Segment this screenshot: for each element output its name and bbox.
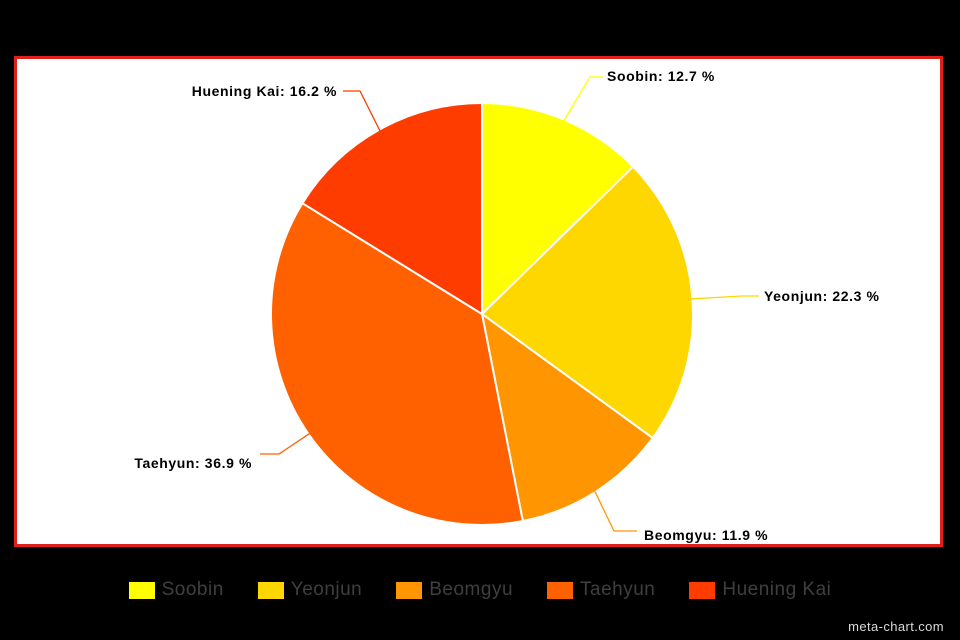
legend-item-soobin[interactable]: Soobin — [128, 579, 224, 601]
slice-label-huening-kai: Huening Kai: 16.2 % — [192, 83, 337, 99]
watermark: meta-chart.com — [848, 619, 944, 634]
pie-labels: Soobin: 12.7 % Yeonjun: 22.3 % Beomgyu: 11… — [134, 68, 879, 543]
legend-swatch-taehyun — [547, 581, 574, 599]
slice-label-beomgyu: Beomgyu: 11.9 % — [644, 527, 768, 543]
legend-swatch-yeonjun — [257, 581, 284, 599]
legend: Soobin Yeonjun Beomgyu Taehyun Huening K… — [0, 574, 960, 606]
pie-chart: Soobin: 12.7 % Yeonjun: 22.3 % Beomgyu: 11… — [134, 68, 879, 543]
chart-frame: Soobin: 12.7 % Yeonjun: 22.3 % Beomgyu: 11… — [14, 56, 943, 547]
leader-line-yeonjun — [688, 295, 759, 300]
leader-line-taehyun — [260, 431, 313, 455]
legend-item-beomgyu[interactable]: Beomgyu — [396, 579, 513, 601]
legend-swatch-huening-kai — [689, 581, 716, 599]
legend-item-taehyun[interactable]: Taehyun — [547, 579, 655, 601]
leader-line-huening-kai — [343, 90, 382, 134]
slice-label-taehyun: Taehyun: 36.9 % — [134, 455, 252, 471]
legend-swatch-soobin — [128, 581, 155, 599]
leader-line-soobin — [561, 76, 603, 124]
legend-label-huening-kai: Huening Kai — [722, 579, 832, 600]
legend-label-taehyun: Taehyun — [580, 579, 656, 600]
slice-label-yeonjun: Yeonjun: 22.3 % — [764, 288, 880, 304]
legend-label-soobin: Soobin — [161, 579, 224, 600]
slice-label-soobin: Soobin: 12.7 % — [607, 68, 715, 84]
legend-item-yeonjun[interactable]: Yeonjun — [257, 579, 363, 601]
legend-item-huening-kai[interactable]: Huening Kai — [689, 579, 831, 601]
leader-line-beomgyu — [592, 488, 637, 532]
legend-label-yeonjun: Yeonjun — [290, 579, 363, 600]
legend-label-beomgyu: Beomgyu — [429, 579, 514, 600]
legend-swatch-beomgyu — [396, 581, 423, 599]
pie-slices — [270, 101, 694, 526]
